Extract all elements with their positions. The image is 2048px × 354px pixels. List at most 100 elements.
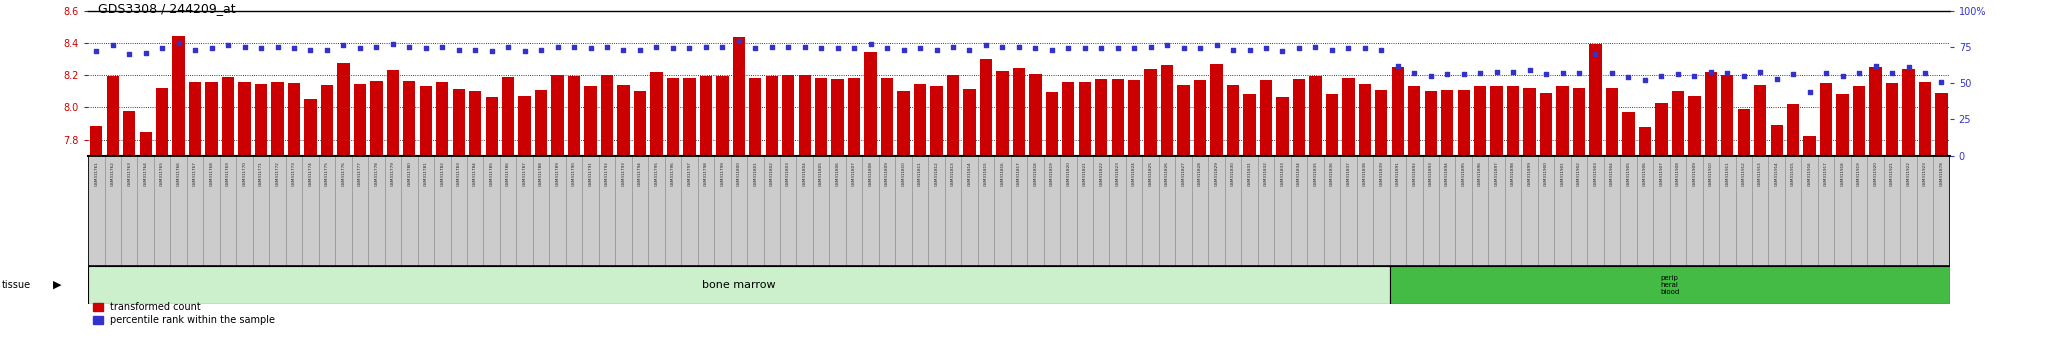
Bar bbox=[1702, 156, 1718, 266]
Text: perip
heral
blood: perip heral blood bbox=[1661, 275, 1679, 295]
Bar bbox=[1290, 156, 1307, 266]
Bar bbox=[780, 156, 797, 266]
Bar bbox=[733, 37, 745, 156]
Text: GSM311808: GSM311808 bbox=[868, 161, 872, 186]
Text: GSM311834: GSM311834 bbox=[1296, 161, 1300, 186]
Text: GSM311775: GSM311775 bbox=[326, 161, 330, 186]
Text: GSM311782: GSM311782 bbox=[440, 161, 444, 186]
Point bbox=[557, 44, 590, 50]
Point bbox=[952, 47, 985, 53]
Bar bbox=[598, 156, 614, 266]
Point bbox=[590, 44, 623, 50]
Text: bone marrow: bone marrow bbox=[702, 280, 776, 290]
Bar bbox=[254, 84, 266, 156]
Point bbox=[623, 47, 655, 53]
Point bbox=[244, 46, 276, 51]
Point bbox=[311, 47, 344, 53]
Point bbox=[96, 42, 129, 48]
Point bbox=[1298, 44, 1331, 50]
Bar bbox=[1540, 93, 1552, 156]
Bar bbox=[551, 75, 563, 156]
Bar bbox=[715, 156, 731, 266]
Bar bbox=[1786, 156, 1802, 266]
Bar bbox=[1423, 156, 1440, 266]
Text: GSM311830: GSM311830 bbox=[1231, 161, 1235, 186]
Bar bbox=[1456, 156, 1473, 266]
Text: GSM311811: GSM311811 bbox=[918, 161, 922, 186]
Point bbox=[838, 46, 870, 51]
Bar bbox=[928, 156, 944, 266]
Bar bbox=[1802, 156, 1819, 266]
Bar bbox=[1407, 156, 1423, 266]
Bar bbox=[1720, 75, 1733, 156]
Bar bbox=[518, 96, 530, 156]
Bar bbox=[1077, 156, 1094, 266]
Bar bbox=[238, 82, 250, 156]
Bar bbox=[930, 86, 942, 156]
Bar bbox=[1010, 156, 1028, 266]
Bar bbox=[1884, 156, 1901, 266]
Point bbox=[1448, 72, 1481, 77]
Bar bbox=[584, 86, 596, 156]
Bar bbox=[1241, 156, 1257, 266]
Bar bbox=[1538, 156, 1554, 266]
Bar bbox=[1276, 97, 1288, 156]
Bar bbox=[1192, 156, 1208, 266]
Text: GSM311836: GSM311836 bbox=[1329, 161, 1333, 186]
Point bbox=[1628, 78, 1661, 83]
Point bbox=[1677, 73, 1710, 79]
Point bbox=[657, 46, 690, 51]
Point bbox=[1069, 46, 1102, 51]
Bar bbox=[567, 76, 580, 156]
Point bbox=[1382, 63, 1415, 69]
Point bbox=[1794, 89, 1827, 95]
Point bbox=[1546, 70, 1579, 76]
Point bbox=[80, 48, 113, 54]
Bar bbox=[879, 156, 895, 266]
Text: GSM311919: GSM311919 bbox=[1858, 161, 1862, 186]
Point bbox=[459, 47, 492, 53]
Text: GSM311767: GSM311767 bbox=[193, 161, 197, 186]
Bar bbox=[121, 156, 137, 266]
Bar bbox=[864, 52, 877, 156]
Text: GSM311768: GSM311768 bbox=[209, 161, 213, 186]
Bar bbox=[1622, 112, 1634, 156]
Bar bbox=[1442, 90, 1454, 156]
Bar bbox=[1804, 136, 1817, 156]
Point bbox=[1135, 44, 1167, 50]
Bar bbox=[268, 156, 287, 266]
Bar bbox=[137, 156, 154, 266]
Bar bbox=[436, 81, 449, 156]
Text: GSM311922: GSM311922 bbox=[1907, 161, 1911, 186]
Bar bbox=[1606, 88, 1618, 156]
Text: GSM311789: GSM311789 bbox=[555, 161, 559, 186]
Bar bbox=[1227, 85, 1239, 156]
Bar bbox=[961, 156, 977, 266]
Point bbox=[162, 40, 195, 45]
Bar bbox=[338, 63, 350, 156]
Bar bbox=[186, 156, 203, 266]
Bar bbox=[371, 81, 383, 156]
Legend: transformed count, percentile rank within the sample: transformed count, percentile rank withi… bbox=[92, 302, 274, 325]
Point bbox=[1530, 72, 1563, 77]
Text: GSM311796: GSM311796 bbox=[672, 161, 676, 186]
Text: GSM311918: GSM311918 bbox=[1841, 161, 1845, 186]
Point bbox=[410, 46, 442, 51]
Bar bbox=[582, 156, 598, 266]
Text: GSM311826: GSM311826 bbox=[1165, 161, 1169, 186]
Point bbox=[195, 46, 227, 51]
Bar bbox=[1507, 86, 1520, 156]
Point bbox=[524, 47, 557, 53]
Bar bbox=[483, 156, 500, 266]
Point bbox=[1778, 72, 1810, 77]
Text: GSM311838: GSM311838 bbox=[1362, 161, 1366, 186]
Text: GSM311776: GSM311776 bbox=[342, 161, 346, 186]
Text: GSM311812: GSM311812 bbox=[934, 161, 938, 186]
Text: GSM311797: GSM311797 bbox=[688, 161, 692, 186]
Text: GSM311787: GSM311787 bbox=[522, 161, 526, 186]
Text: GSM311780: GSM311780 bbox=[408, 161, 412, 186]
Bar bbox=[203, 156, 219, 266]
Bar bbox=[469, 91, 481, 156]
Point bbox=[1184, 46, 1217, 51]
Text: GSM311829: GSM311829 bbox=[1214, 161, 1219, 186]
